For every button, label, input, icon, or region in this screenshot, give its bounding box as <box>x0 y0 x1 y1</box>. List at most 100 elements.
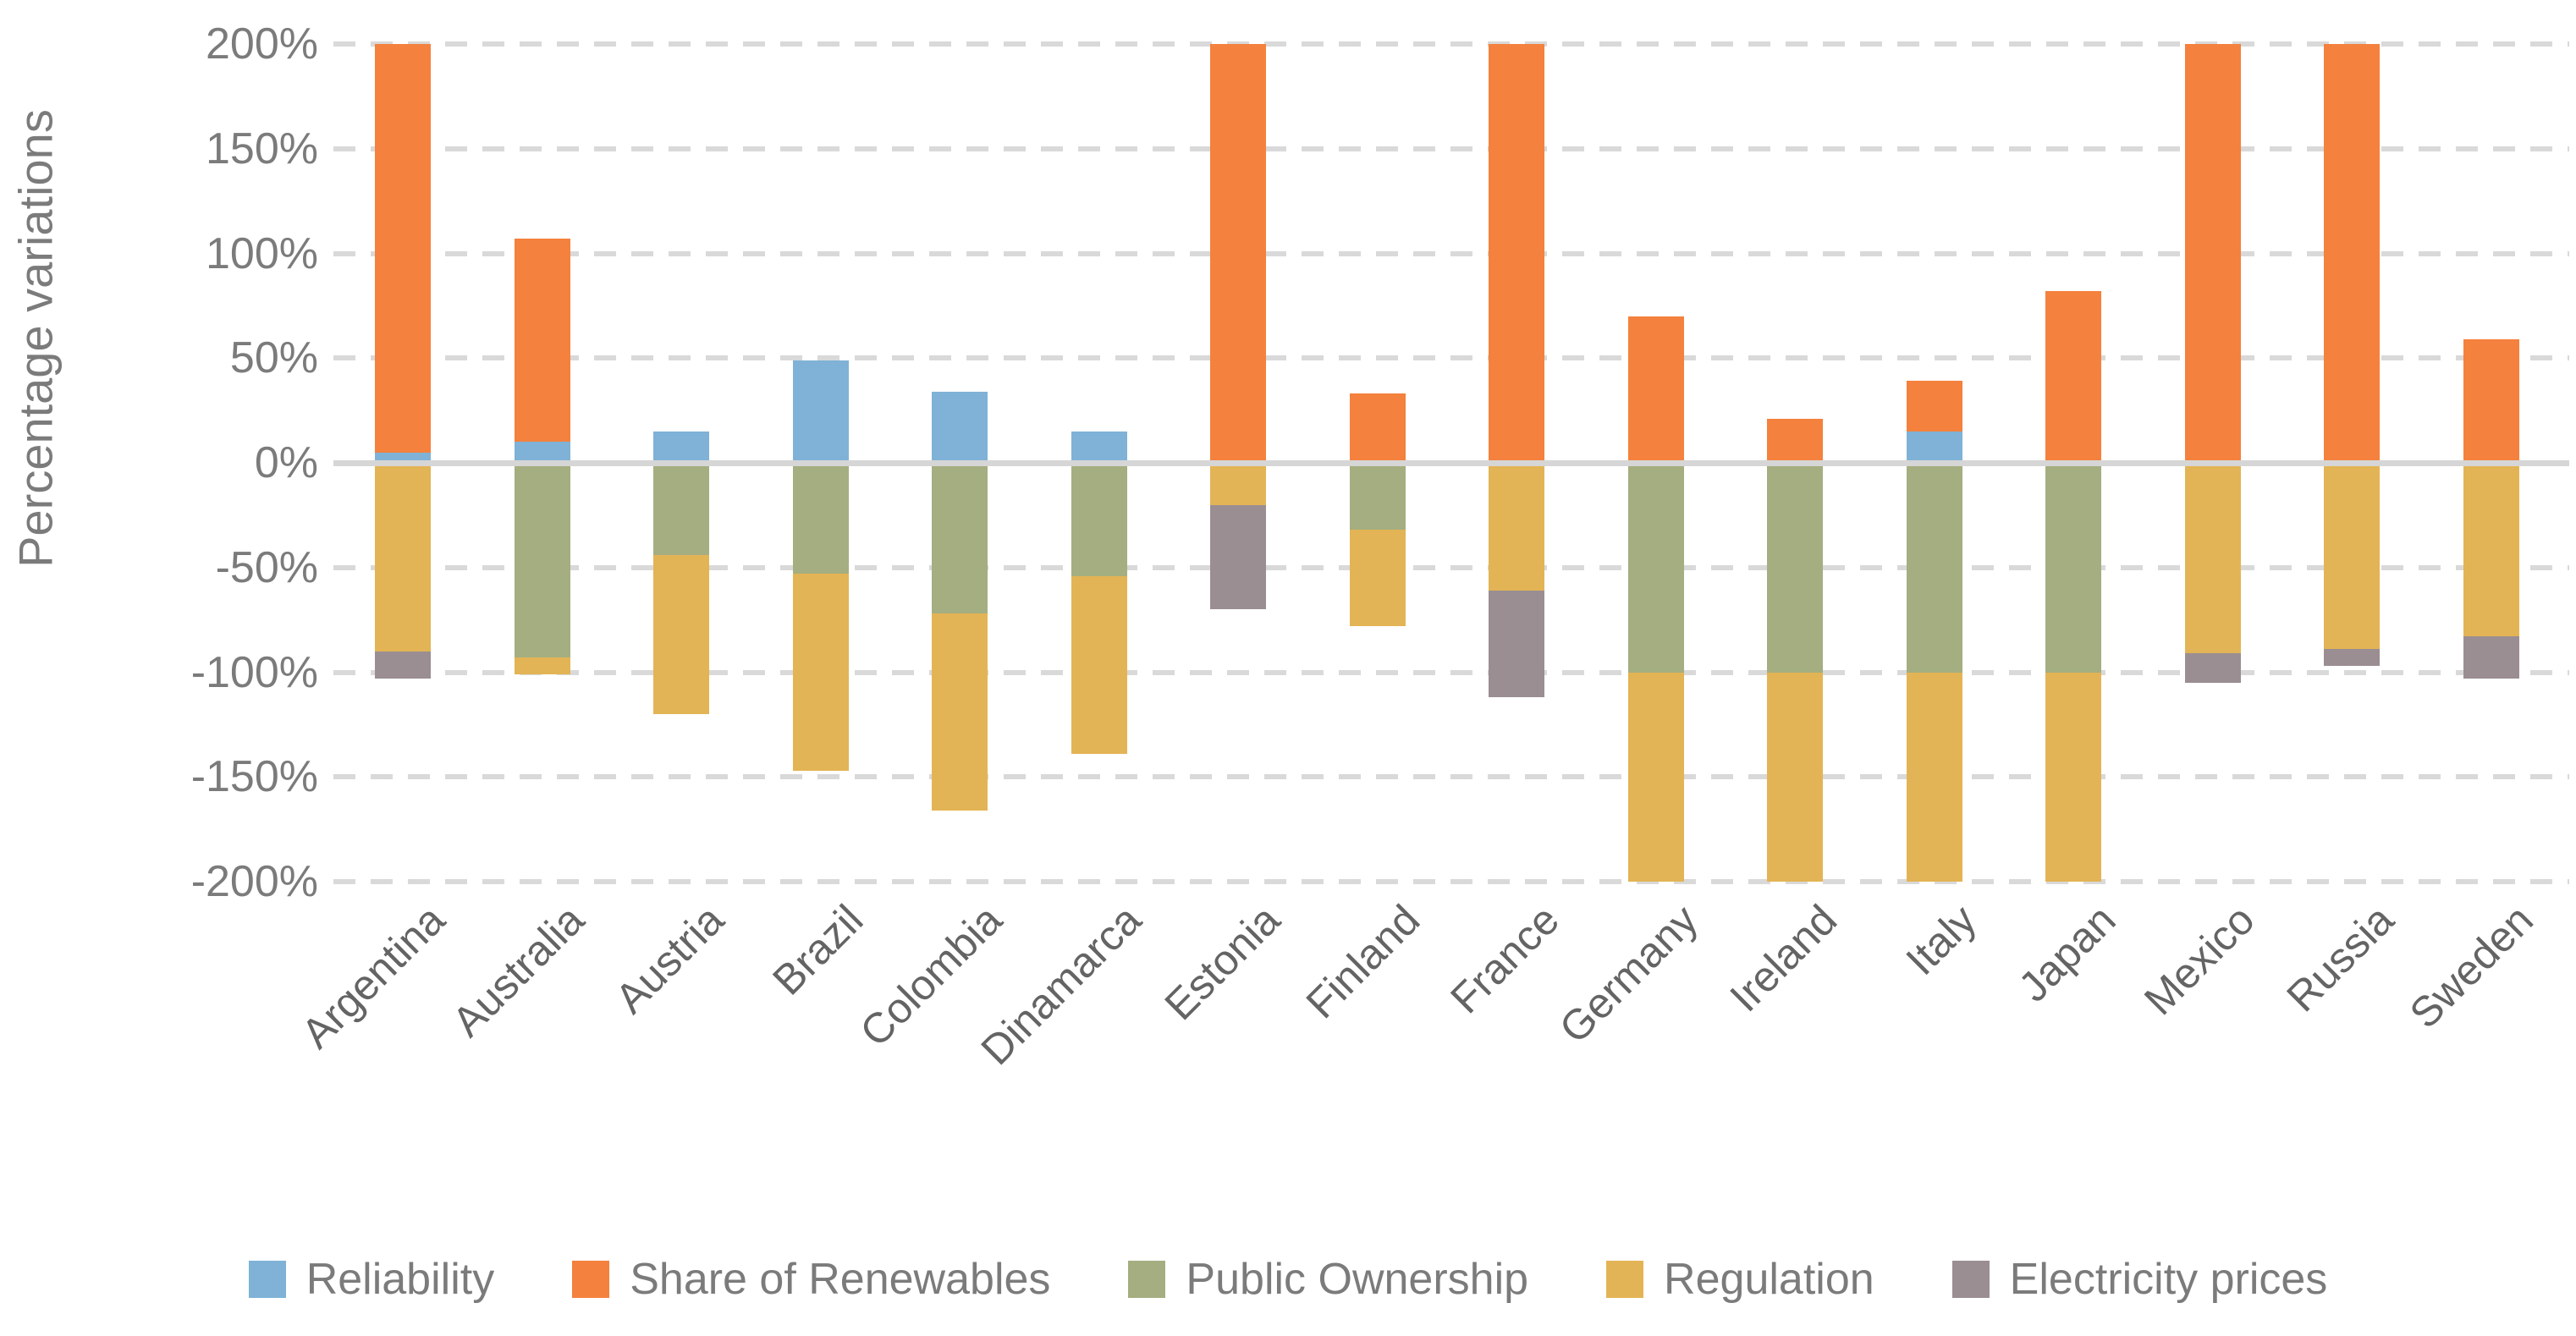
bar-segment-brazil-reliability <box>792 360 849 463</box>
gridline--100 <box>333 669 2569 675</box>
x-axis-label-argentina: Argentina <box>292 895 454 1058</box>
y-tick-label: -100% <box>190 647 318 697</box>
x-axis-label-japan: Japan <box>2009 895 2125 1011</box>
bar-segment-france-share-of-renewables <box>1489 44 1545 463</box>
bar-segment-france-regulation <box>1489 463 1545 591</box>
bar-segment-australia-regulation <box>514 657 570 674</box>
legend-item-share-of-renewables: Share of Renewables <box>572 1254 1050 1305</box>
y-tick-label: -200% <box>190 857 318 906</box>
bar-segment-france-electricity-prices <box>1489 590 1545 698</box>
gridline--50 <box>333 564 2569 570</box>
bar-segment-estonia-regulation <box>1210 463 1267 505</box>
bar-segment-estonia-share-of-renewables <box>1210 44 1267 463</box>
legend-label: Regulation <box>1664 1255 1874 1304</box>
x-axis-label-italy: Italy <box>1896 895 1986 985</box>
bar-segment-russia-electricity-prices <box>2324 649 2381 667</box>
zero-axis-line <box>333 460 2569 466</box>
bar-segment-sweden-regulation <box>2463 463 2519 637</box>
x-axis-label-mexico: Mexico <box>2135 895 2265 1025</box>
x-axis-label-russia: Russia <box>2277 895 2403 1021</box>
legend-label: Public Ownership <box>1186 1255 1529 1304</box>
y-tick-label: 0% <box>254 438 318 487</box>
x-axis-label-france: France <box>1440 895 1568 1023</box>
gridline-150 <box>333 146 2569 151</box>
bar-segment-argentina-share-of-renewables <box>375 44 432 453</box>
bar-segment-australia-share-of-renewables <box>514 239 570 443</box>
y-tick-label: 50% <box>229 333 318 383</box>
bar-segment-ireland-public-ownership <box>1767 463 1824 673</box>
y-tick-label: -150% <box>190 752 318 802</box>
gridline--150 <box>333 774 2569 780</box>
bar-segment-ireland-regulation <box>1767 672 1824 882</box>
bar-segment-germany-regulation <box>1627 672 1684 882</box>
bar-segment-russia-share-of-renewables <box>2324 44 2381 463</box>
bar-segment-sweden-share-of-renewables <box>2463 338 2519 463</box>
legend: Reliability Share of Renewables Public Own… <box>0 1237 2576 1322</box>
bar-segment-finland-share-of-renewables <box>1349 393 1406 463</box>
bar-segment-australia-public-ownership <box>514 463 570 658</box>
bar-segment-dinamarca-reliability <box>1071 431 1127 463</box>
y-tick-label: 200% <box>206 19 318 69</box>
gridline--200 <box>333 879 2569 884</box>
bar-segment-japan-share-of-renewables <box>2045 291 2102 463</box>
bar-segment-argentina-reliability <box>375 452 432 463</box>
legend-label: Reliability <box>305 1255 495 1304</box>
bar-segment-austria-regulation <box>653 554 710 714</box>
x-axis-label-australia: Australia <box>443 895 594 1046</box>
bar-segment-colombia-regulation <box>932 613 988 811</box>
bar-segment-colombia-reliability <box>932 391 988 463</box>
bar-segment-brazil-regulation <box>792 574 849 771</box>
bar-segment-austria-public-ownership <box>653 463 710 555</box>
bar-segment-estonia-electricity-prices <box>1210 504 1267 610</box>
legend-swatch-icon <box>1951 1261 1990 1298</box>
bar-segment-germany-share-of-renewables <box>1627 316 1684 463</box>
x-axis-label-germany: Germany <box>1550 895 1708 1053</box>
gridline-50 <box>333 355 2569 361</box>
bar-segment-italy-regulation <box>1906 672 1962 882</box>
gridline-200 <box>333 41 2569 47</box>
legend-swatch-icon <box>1606 1261 1644 1298</box>
y-tick-label: 100% <box>206 228 318 278</box>
x-axis-label-ireland: Ireland <box>1720 895 1847 1021</box>
x-axis-label-brazil: Brazil <box>763 895 872 1004</box>
x-axis-label-austria: Austria <box>605 895 733 1023</box>
bar-segment-japan-regulation <box>2045 672 2102 882</box>
x-axis-label-finland: Finland <box>1296 895 1429 1028</box>
bar-segment-mexico-share-of-renewables <box>2184 44 2241 463</box>
bar-segment-italy-public-ownership <box>1906 463 1962 673</box>
gridline-100 <box>333 250 2569 256</box>
bar-segment-argentina-electricity-prices <box>375 651 432 679</box>
bar-segment-italy-reliability <box>1906 431 1962 463</box>
legend-label: Share of Renewables <box>630 1255 1051 1304</box>
x-axis-label-estonia: Estonia <box>1156 895 1290 1030</box>
bar-segment-argentina-regulation <box>375 463 432 652</box>
legend-swatch-icon <box>248 1261 286 1298</box>
bar-segment-mexico-electricity-prices <box>2184 653 2241 683</box>
bar-segment-ireland-share-of-renewables <box>1767 419 1824 463</box>
bar-segment-germany-public-ownership <box>1627 463 1684 673</box>
bar-segment-dinamarca-regulation <box>1071 575 1127 755</box>
legend-item-electricity-prices: Electricity prices <box>1951 1254 2328 1305</box>
bar-segment-austria-reliability <box>653 431 710 463</box>
bar-segment-russia-regulation <box>2324 463 2381 650</box>
bar-segment-dinamarca-public-ownership <box>1071 463 1127 576</box>
legend-item-regulation: Regulation <box>1606 1254 1874 1305</box>
legend-swatch-icon <box>1128 1261 1166 1298</box>
bar-segment-australia-reliability <box>514 442 570 463</box>
legend-label: Electricity prices <box>2009 1255 2328 1304</box>
legend-item-reliability: Reliability <box>248 1254 495 1305</box>
legend-item-public-ownership: Public Ownership <box>1128 1254 1528 1305</box>
bar-segment-mexico-regulation <box>2184 463 2241 654</box>
bar-segment-colombia-public-ownership <box>932 463 988 614</box>
bar-segment-japan-public-ownership <box>2045 463 2102 673</box>
legend-swatch-icon <box>572 1261 610 1298</box>
bar-segment-brazil-public-ownership <box>792 463 849 575</box>
y-tick-label: 150% <box>206 124 318 173</box>
bar-segment-sweden-electricity-prices <box>2463 636 2519 679</box>
bar-segment-italy-share-of-renewables <box>1906 381 1962 432</box>
bar-segment-finland-public-ownership <box>1349 463 1406 531</box>
bar-segment-finland-regulation <box>1349 530 1406 627</box>
y-tick-label: -50% <box>215 542 318 592</box>
x-axis-label-sweden: Sweden <box>2400 895 2543 1038</box>
